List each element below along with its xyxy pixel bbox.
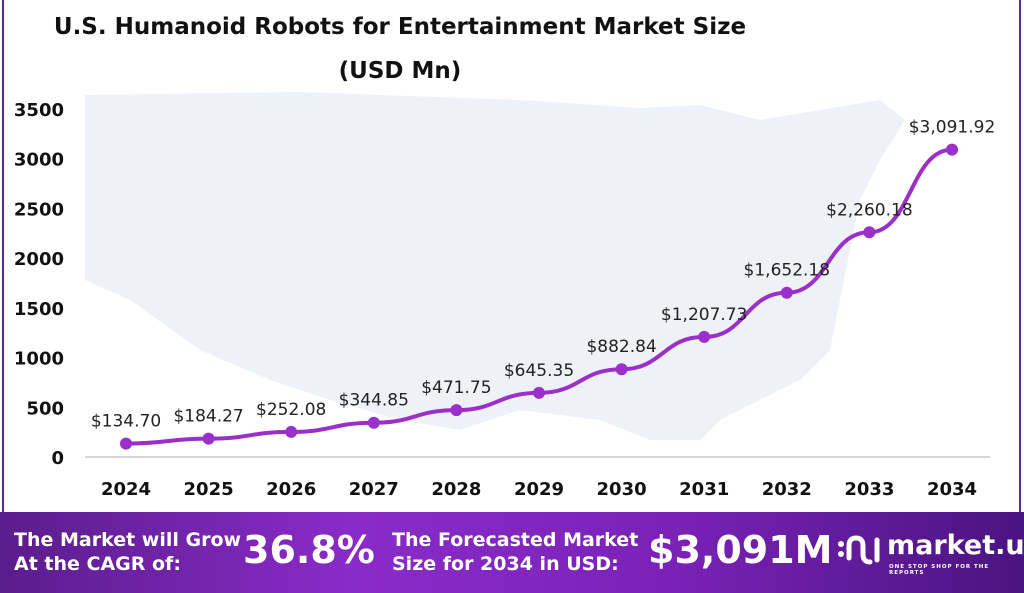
data-point [698,330,711,343]
chart-frame [2,0,1021,512]
cagr-label: The Market will Grow At the CAGR of: [14,528,241,576]
x-tick-label: 2029 [514,479,564,500]
x-tick-label: 2033 [844,479,894,500]
summary-banner: The Market will Grow At the CAGR of: 36.… [0,512,1024,593]
x-tick-label: 2034 [927,479,977,500]
data-point [780,286,793,299]
logo-tagline: ONE STOP SHOP FOR THE REPORTS [889,564,990,576]
data-point [367,416,380,429]
data-label: $344.85 [339,391,409,411]
data-label: $252.08 [256,400,326,420]
data-label: $2,260.18 [826,200,913,220]
data-label: $471.75 [421,378,491,398]
chart-area: 0 500 1000 1500 2000 2500 3000 3500 2024 2025 2026… [14,92,996,500]
x-tick-label: 2024 [101,479,151,500]
data-label: $882.84 [586,337,656,357]
y-tick-label: 2500 [14,199,64,220]
cagr-label-line2: At the CAGR of: [14,553,181,575]
y-tick-label: 1500 [14,299,64,320]
data-label: $184.27 [173,407,243,427]
forecast-label: The Forecasted Market Size for 2034 in U… [392,528,638,576]
data-label: $134.70 [91,412,161,432]
data-point [202,432,215,445]
logo-name: market.us [887,530,1024,561]
x-tick-label: 2030 [597,479,647,500]
chart-title: U.S. Humanoid Robots for Entertainment M… [53,14,747,40]
data-label: $645.35 [504,361,574,381]
cagr-label-line1: The Market will Grow [14,529,242,551]
x-tick-label: 2025 [184,479,234,500]
data-label: $3,091.92 [909,118,996,138]
data-point [285,425,298,438]
data-point [120,437,132,450]
y-tick-label: 3000 [14,150,64,171]
y-tick-label: 3500 [14,100,64,121]
x-tick-label: 2032 [762,479,812,500]
x-tick-label: 2026 [266,479,316,500]
y-tick-label: 500 [26,398,64,419]
forecast-label-line2: Size for 2034 in USD: [392,553,619,575]
y-tick-label: 2000 [14,249,64,270]
forecast-label-line1: The Forecasted Market [392,529,639,551]
series-line [125,147,953,446]
data-point [863,226,876,239]
y-tick-label: 1000 [14,349,64,370]
cagr-value: 36.8% [243,528,375,572]
market-us-logo: market.us ONE STOP SHOP FOR THE REPORTS [835,530,1024,580]
data-point [450,404,463,417]
x-tick-label: 2028 [431,479,481,500]
logo-mark-icon [838,535,880,565]
data-point [533,386,545,399]
data-point [615,363,628,376]
forecast-value: $3,091M [648,528,833,572]
data-label: $1,652.18 [744,261,831,281]
data-point [946,143,958,156]
y-tick-label: 0 [51,448,64,469]
x-tick-label: 2027 [349,479,399,500]
x-tick-label: 2031 [679,479,729,500]
data-label: $1,207.73 [661,305,748,325]
us-map-background [85,92,905,440]
chart-subtitle: (USD Mn) [338,58,462,84]
